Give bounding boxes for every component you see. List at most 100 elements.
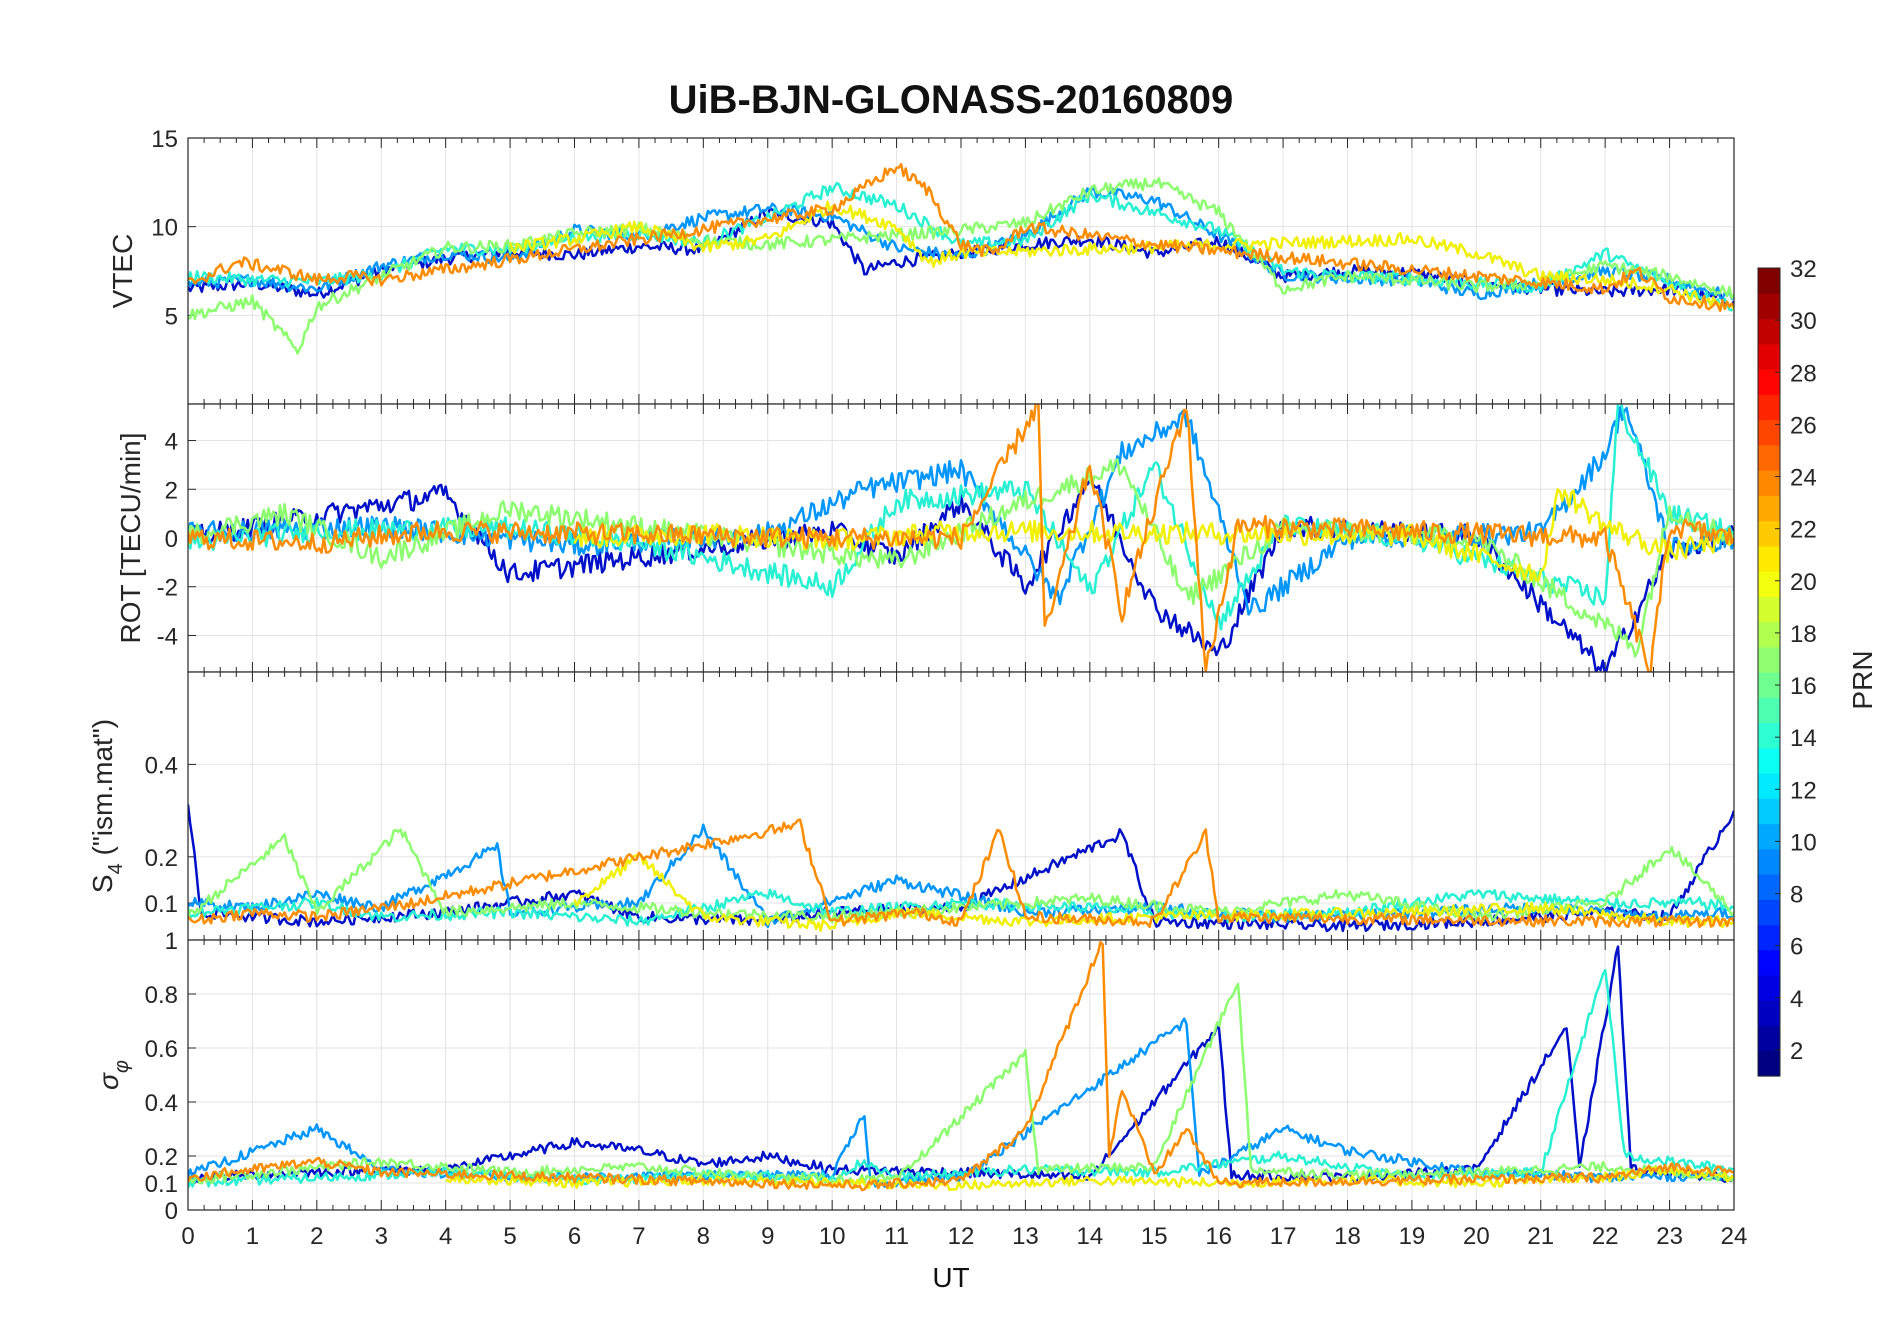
colorbar-swatch xyxy=(1758,571,1780,597)
colorbar-swatch xyxy=(1758,268,1780,294)
panel-vtec-y-label: VTEC xyxy=(107,234,138,309)
x-tick-label: 18 xyxy=(1334,1223,1361,1250)
panel-sigma-y-tick-label: 0.1 xyxy=(145,1171,178,1198)
panel-rot-y-tick-label: -2 xyxy=(157,575,178,602)
panel-rot-y-tick-label: 0 xyxy=(165,526,178,553)
x-tick-label: 22 xyxy=(1592,1223,1619,1250)
colorbar-swatch xyxy=(1758,495,1780,522)
colorbar-swatch xyxy=(1758,1000,1780,1027)
x-tick-label: 19 xyxy=(1399,1223,1426,1250)
panel-s4-y-label: S4 ("ism.mat") xyxy=(87,719,127,893)
colorbar-swatch xyxy=(1758,545,1780,572)
colorbar-swatch xyxy=(1758,520,1780,547)
colorbar-swatch xyxy=(1758,419,1780,446)
colorbar-swatch xyxy=(1758,949,1780,976)
series-line-rot-prn-16 xyxy=(188,458,1734,658)
panel-sigma-y-tick-label: 0.4 xyxy=(145,1090,178,1117)
panel-sigma-y-label: σφ xyxy=(93,1060,133,1090)
colorbar-tick-label: 16 xyxy=(1790,673,1817,700)
colorbar-swatch xyxy=(1758,293,1780,320)
series-line-sigma-prn-16 xyxy=(188,982,1734,1186)
y-label-phi: φ xyxy=(111,1060,133,1073)
colorbar-tick-label: 12 xyxy=(1790,777,1817,804)
x-tick-label: 13 xyxy=(1012,1223,1039,1250)
panel-rot-y-tick-label: 4 xyxy=(165,429,178,456)
panel-s4-y-tick-label: 0.4 xyxy=(145,752,178,779)
colorbar-swatch xyxy=(1758,1050,1780,1077)
x-tick-label: 9 xyxy=(761,1223,774,1250)
colorbar-swatch xyxy=(1758,899,1780,926)
x-tick-label: 7 xyxy=(632,1223,645,1250)
x-tick-label: 10 xyxy=(819,1223,846,1250)
colorbar-swatch xyxy=(1758,798,1780,825)
y-label-s: S xyxy=(87,874,118,893)
panel-vtec-y-tick-label: 10 xyxy=(151,215,178,242)
colorbar-swatch xyxy=(1758,975,1780,1001)
y-label-rest: ("ism.mat") xyxy=(87,719,118,863)
panel-sigma-y-tick-label: 0.6 xyxy=(145,1036,178,1063)
x-tick-label: 15 xyxy=(1141,1223,1168,1250)
colorbar-swatch xyxy=(1758,444,1780,471)
panel-sigma-y-tick-label: 0.8 xyxy=(145,982,178,1009)
colorbar-swatch xyxy=(1758,874,1780,900)
x-tick-label: 14 xyxy=(1076,1223,1103,1250)
x-tick-label: 3 xyxy=(375,1223,388,1250)
colorbar-swatch xyxy=(1758,470,1780,496)
colorbar-swatch xyxy=(1758,394,1780,421)
colorbar-swatch xyxy=(1758,646,1780,673)
x-tick-label: 24 xyxy=(1721,1223,1748,1250)
colorbar-frame xyxy=(1757,267,1781,1077)
colorbar-tick-label: 30 xyxy=(1790,308,1817,335)
panel-sigma: 00.10.2 0.4 0.6 0.8 1 σφ xyxy=(93,928,1735,1225)
panel-sigma-y-tick-label: 0.2 xyxy=(145,1144,178,1171)
panel-s4-y-tick-label: 0.2 xyxy=(145,845,178,872)
series-line-rot-prn-23 xyxy=(188,404,1734,672)
colorbar-tick-label: 28 xyxy=(1790,360,1817,387)
panel-rot-y-tick-label: -4 xyxy=(157,623,178,650)
panel-vtec-y-tick-label: 5 xyxy=(165,303,178,330)
panel-sigma-y-tick-label: 1 xyxy=(165,928,178,955)
x-tick-label: 5 xyxy=(503,1223,516,1250)
x-tick-label: 21 xyxy=(1527,1223,1554,1250)
x-tick-label: 4 xyxy=(439,1223,452,1250)
series-line-vtec-prn-16 xyxy=(188,177,1734,355)
colorbar-swatch xyxy=(1758,369,1780,395)
colorbar-swatch xyxy=(1758,924,1780,951)
panel-vtec-y-tick-label: 15 xyxy=(151,126,178,153)
series-line-sigma-prn-23 xyxy=(188,940,1734,1192)
panel-rot-y-tick-label: 2 xyxy=(165,477,178,504)
series-line-vtec-prn-23 xyxy=(188,162,1734,312)
panel-s4-y-tick-label: 0.1 xyxy=(145,891,178,918)
series-line-s4-prn-23 xyxy=(188,818,1734,929)
colorbar-swatch xyxy=(1758,621,1780,648)
colorbar-tick-label: 10 xyxy=(1790,829,1817,856)
colorbar-swatch xyxy=(1758,596,1780,623)
colorbar-tick-label: 14 xyxy=(1790,725,1817,752)
colorbar-swatch xyxy=(1758,318,1780,345)
colorbar-swatch xyxy=(1758,773,1780,799)
panel-vtec: 5 10 15 VTEC xyxy=(107,126,1735,405)
y-label-subscript: 4 xyxy=(105,863,127,874)
panel-rot-y-label: ROT [TECU/min] xyxy=(115,432,146,643)
series-line-rot-prn-20 xyxy=(573,488,1734,582)
x-tick-label: 11 xyxy=(884,1223,909,1250)
colorbar-tick-label: 4 xyxy=(1790,986,1803,1013)
colorbar-tick-label: 24 xyxy=(1790,465,1817,492)
colorbar-swatch xyxy=(1758,722,1780,749)
colorbar-swatch xyxy=(1758,343,1780,370)
colorbar-label: PRN xyxy=(1847,650,1878,709)
colorbar-swatch xyxy=(1758,848,1780,875)
panel-s4: 0.1 0.2 0.4 S4 ("ism.mat") xyxy=(87,671,1735,941)
x-tick-label: 2 xyxy=(310,1223,323,1250)
x-tick-label: 0 xyxy=(181,1223,194,1250)
colorbar-swatch xyxy=(1758,672,1780,698)
panel-rot: -4 -2 0 2 4 ROT [TECU/min] xyxy=(115,403,1735,673)
colorbar-swatch xyxy=(1758,697,1780,724)
x-tick-label: 1 xyxy=(246,1223,259,1250)
x-tick-label: 20 xyxy=(1463,1223,1490,1250)
x-tick-label: 12 xyxy=(948,1223,975,1250)
series-line-vtec-prn-20 xyxy=(508,200,1734,311)
colorbar-tick-label: 32 xyxy=(1790,256,1817,283)
